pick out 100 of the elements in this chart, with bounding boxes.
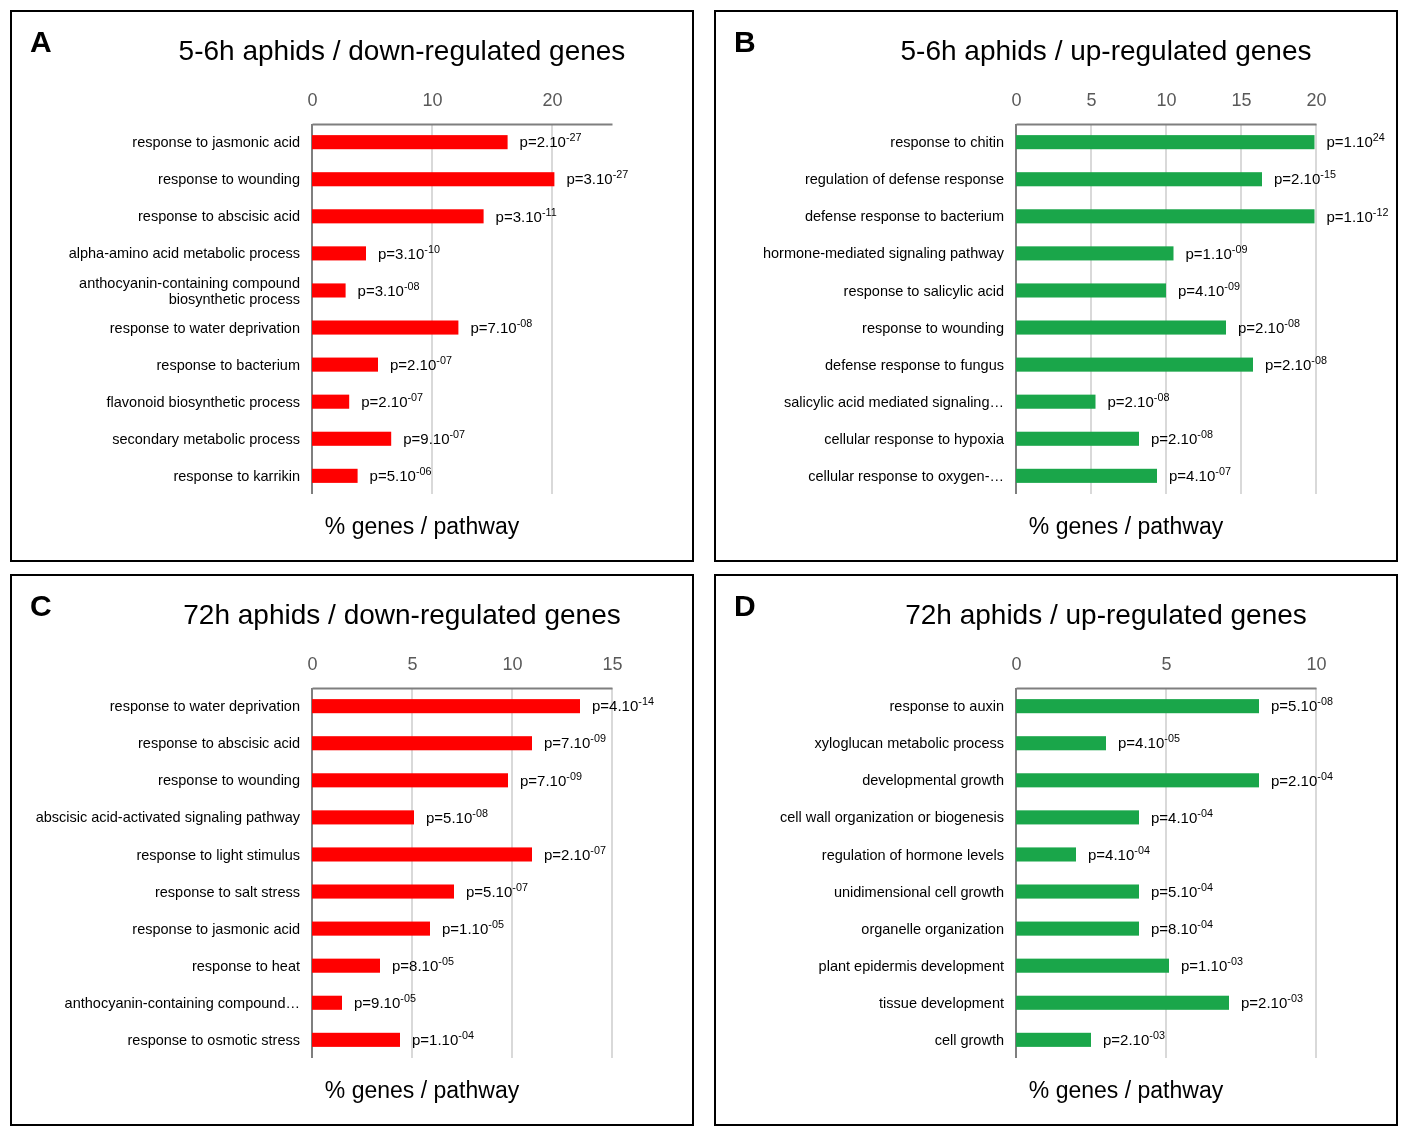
- data-label: p=4.10$^{-04}$: [1151, 806, 1213, 826]
- bar: [1016, 431, 1139, 446]
- bar: [1016, 135, 1315, 150]
- y-tick-label: response to jasmonic acid: [132, 920, 300, 937]
- y-tick-label: regulation of hormone levels: [821, 846, 1004, 863]
- data-label: p=4.10$^{-09}$: [1178, 279, 1240, 299]
- bar: [312, 995, 342, 1010]
- data-label: p=2.10$^{-04}$: [1271, 769, 1333, 789]
- bar: [312, 135, 508, 150]
- data-label: p=8.10$^{-04}$: [1151, 917, 1213, 937]
- bar: [312, 699, 580, 714]
- y-tick-label: response to abscisic acid: [138, 735, 300, 752]
- bar: [1016, 810, 1139, 825]
- bar: [312, 246, 366, 261]
- data-label: p=2.10$^{-03}$: [1241, 992, 1303, 1012]
- x-tick-label: 15: [1231, 90, 1252, 110]
- y-tick-label: response to osmotic stress: [127, 1031, 300, 1048]
- data-label: p=2.10$^{-27}$: [519, 131, 582, 151]
- data-label: p=7.10$^{-09}$: [544, 732, 606, 752]
- data-label: p=2.10$^{-08}$: [1238, 316, 1300, 336]
- x-tick-label: 10: [1156, 90, 1177, 110]
- y-tick-label: response to salt stress: [154, 883, 300, 900]
- y-tick-label: salicylic acid mediated signaling…: [783, 393, 1004, 410]
- bar: [312, 172, 555, 187]
- data-label: p=2.10$^{-15}$: [1274, 168, 1336, 188]
- x-tick-label: 20: [1306, 90, 1327, 110]
- y-tick-label: response to chitin: [890, 134, 1004, 151]
- y-tick-label: anthocyanin-containing compound biosynthetic process: [79, 274, 300, 307]
- bar: [312, 394, 350, 409]
- data-label: p=4.10$^{-05}$: [1118, 732, 1180, 752]
- y-tick-label: response to bacterium: [156, 356, 300, 373]
- y-tick-label: response to wounding: [158, 171, 300, 188]
- bar: [312, 357, 378, 372]
- y-tick-label: response to wounding: [158, 772, 300, 789]
- y-tick-label: response to jasmonic acid: [132, 134, 300, 151]
- data-label: p=8.10$^{-05}$: [392, 954, 454, 974]
- y-tick-label: abscisic acid-activated signaling pathway: [35, 809, 301, 826]
- data-label: p=2.10$^{-08}$: [1151, 428, 1213, 448]
- y-tick-label: response to karrikin: [173, 467, 300, 484]
- x-tick-label: 5: [1161, 654, 1172, 674]
- bar: [312, 921, 430, 936]
- bar: [312, 773, 508, 788]
- x-axis-title: % genes / pathway: [324, 513, 520, 539]
- bar: [1016, 1032, 1091, 1047]
- data-label: p=3.10$^{-27}$: [566, 168, 629, 188]
- y-tick-label: hormone-mediated signaling pathway: [762, 245, 1005, 262]
- bar: [312, 810, 414, 825]
- y-tick-label: response to water deprivation: [109, 319, 300, 336]
- bar: [1016, 209, 1315, 224]
- data-label: p=2.10$^{-07}$: [361, 390, 424, 410]
- bar: [312, 431, 392, 446]
- data-label: p=4.10$^{-07}$: [1169, 465, 1231, 485]
- data-label: p=2.10$^{-03}$: [1103, 1029, 1165, 1049]
- y-tick-label: defense response to fungus: [825, 356, 1004, 373]
- data-label: p=5.10$^{-07}$: [466, 880, 528, 900]
- text: A: [30, 25, 52, 58]
- x-tick-label: 0: [1011, 654, 1022, 674]
- data-label: p=7.10$^{-09}$: [520, 769, 582, 789]
- data-label: p=2.10$^{-08}$: [1265, 353, 1327, 373]
- data-label: p=1.10$^{-09}$: [1185, 242, 1248, 262]
- bar: [1016, 773, 1259, 788]
- x-tick-label: 20: [542, 90, 563, 110]
- y-tick-label: response to heat: [191, 957, 300, 974]
- y-tick-label: anthocyanin-containing compound…: [64, 994, 300, 1011]
- bar: [312, 958, 380, 973]
- data-label: p=1.10$^{-03}$: [1181, 954, 1243, 974]
- data-label: p=2.10$^{-07}$: [544, 843, 606, 863]
- y-tick-label: tissue development: [879, 994, 1004, 1011]
- chart-title: 5-6h aphids / down-regulated genes: [178, 35, 626, 66]
- bar: [1016, 172, 1262, 187]
- x-tick-label: 10: [1306, 654, 1327, 674]
- y-tick-label: cell growth: [934, 1031, 1004, 1048]
- bar: [312, 209, 484, 224]
- data-label: p=1.10$^{-05}$: [442, 917, 504, 937]
- bar: [312, 884, 454, 899]
- bar: [1016, 699, 1259, 714]
- data-label: p=9.10$^{-05}$: [354, 992, 416, 1012]
- y-tick-label: alpha-amino acid metabolic process: [68, 245, 300, 262]
- x-tick-label: 0: [1011, 90, 1022, 110]
- bar: [312, 847, 532, 862]
- y-tick-label: cellular response to oxygen-…: [808, 467, 1004, 484]
- bar: [1016, 394, 1096, 409]
- chart-title: 72h aphids / up-regulated genes: [905, 599, 1307, 630]
- data-label: p=2.10$^{-08}$: [1107, 390, 1170, 410]
- bar: [1016, 884, 1139, 899]
- bar: [1016, 921, 1139, 936]
- y-tick-label: defense response to bacterium: [804, 208, 1004, 225]
- bar: [1016, 246, 1174, 261]
- bar: [1016, 468, 1157, 483]
- bar: [312, 468, 358, 483]
- x-tick-label: 15: [602, 654, 623, 674]
- bar: [1016, 847, 1076, 862]
- data-label: p=5.10$^{-06}$: [369, 465, 432, 485]
- bar: [1016, 357, 1253, 372]
- data-label: p=1.10$^{24}$: [1326, 131, 1385, 151]
- y-tick-label: response to light stimulus: [136, 846, 300, 863]
- y-tick-label: xyloglucan metabolic process: [814, 735, 1004, 752]
- y-tick-label: cell wall organization or biogenesis: [779, 809, 1004, 826]
- bar: [1016, 320, 1226, 335]
- y-tick-label: response to water deprivation: [109, 698, 300, 715]
